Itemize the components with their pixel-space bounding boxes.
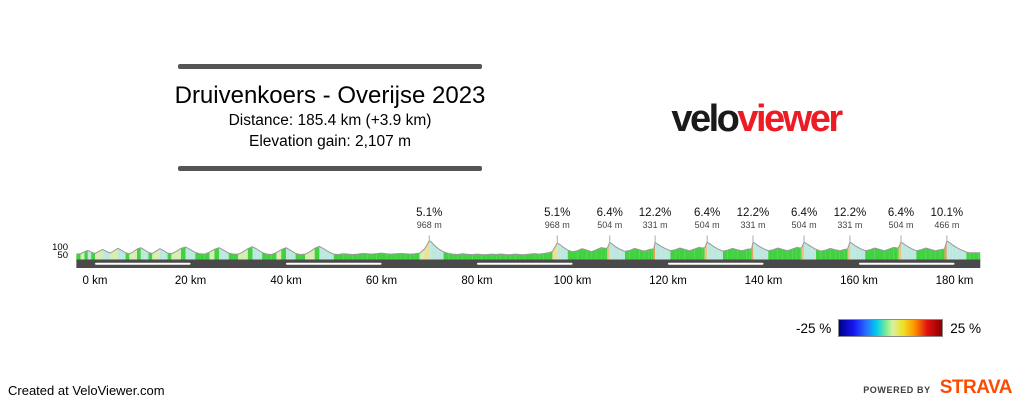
elevation-gain-text: Elevation gain: 2,107 m <box>249 133 411 150</box>
distance-text: Distance: 185.4 km (+3.9 km) <box>228 112 432 129</box>
veloviewer-logo-viewer: viewer <box>737 98 843 140</box>
title-block: Druivenkoers - Overijse 2023 Distance: 1… <box>175 64 485 171</box>
powered-by-label: POWERED BY <box>863 385 931 395</box>
legend-min-label: -25 % <box>796 320 832 336</box>
strava-logo: STRAVA <box>939 377 1013 398</box>
elevation-area <box>76 240 981 261</box>
climb-leader-lines <box>428 235 948 244</box>
title-rule-bottom <box>178 166 482 171</box>
title-rule-top <box>178 64 482 69</box>
page-title: Druivenkoers - Overijse 2023 <box>174 82 486 109</box>
legend-gradient-bar <box>838 319 944 337</box>
legend-max-label: 25 % <box>950 320 982 336</box>
axis-distance-strips <box>95 262 955 265</box>
elevation-outline <box>76 239 981 256</box>
credit-text: Created at VeloViewer.com <box>8 383 165 398</box>
powered-by-strava: POWERED BY STRAVA <box>863 377 1012 399</box>
gradient-legend: -25 % 25 % <box>796 319 981 337</box>
veloviewer-logo-velo: velo <box>671 98 740 140</box>
veloviewer-logo: veloviewer <box>640 97 872 141</box>
